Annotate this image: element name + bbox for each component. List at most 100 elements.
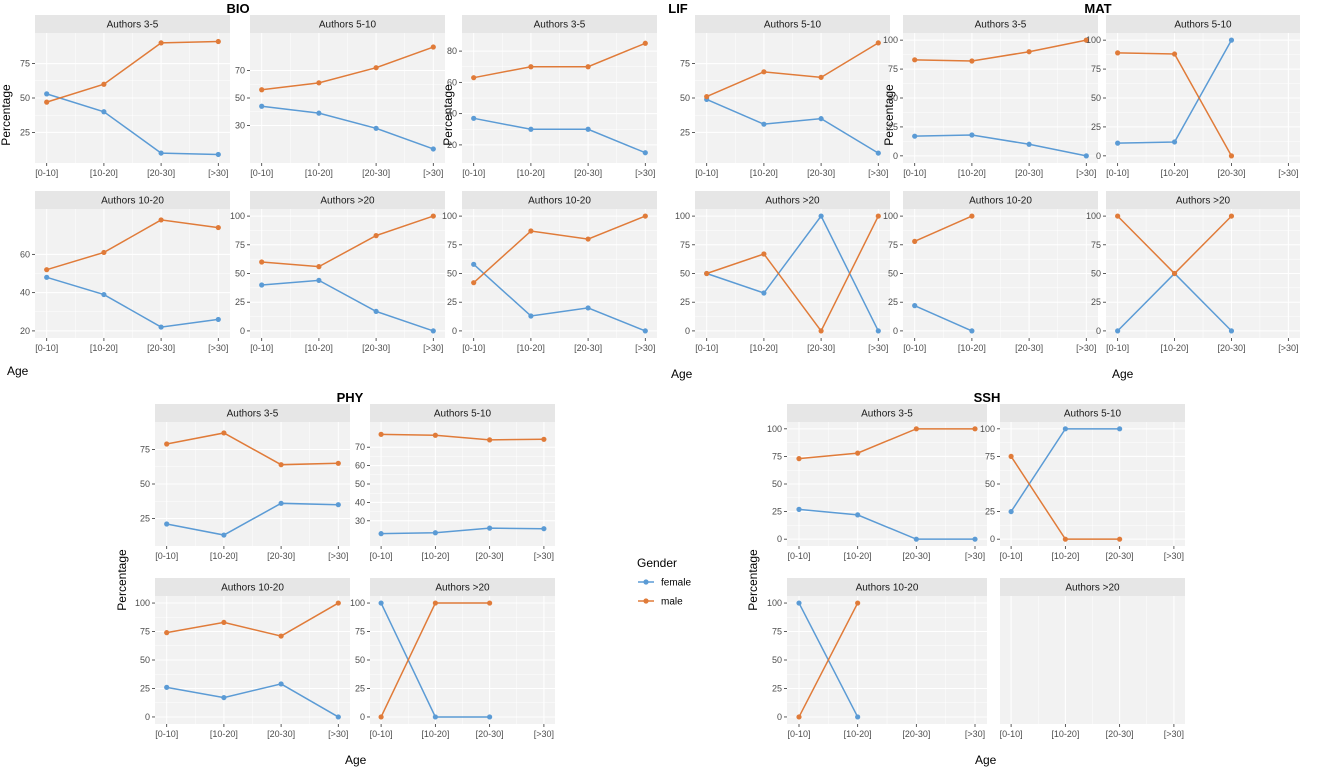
y-tick-label: 75: [140, 445, 150, 455]
data-point-female: [471, 261, 477, 267]
series-line-male: [914, 215, 973, 243]
facet-strip: [1106, 191, 1300, 209]
facet-panel: Authors 5-10 0 25 50 75 100 [0-10] [10-20] [20-3…: [980, 404, 1185, 561]
data-point-male: [818, 74, 824, 80]
x-tick-label: [>30]: [635, 343, 655, 353]
facet-panel: Authors 3-5 25 50 75 [0-10] [10-20] [20-30] [>3…: [20, 15, 230, 178]
x-tick-label: [0-10]: [695, 343, 718, 353]
data-point-female: [642, 150, 648, 156]
data-point-female: [969, 132, 975, 138]
x-tick-label: [20-30]: [1217, 168, 1245, 178]
data-point-male: [796, 456, 802, 462]
chart-phy: PHY Percentage Age Authors 3-5 25 50 75 [0-10] […: [115, 390, 555, 767]
series-line-female: [914, 134, 1087, 157]
y-tick-label: 75: [1091, 64, 1101, 74]
data-point-female: [215, 316, 221, 323]
data-point-female: [101, 291, 107, 298]
data-point-female: [44, 91, 50, 97]
x-tick-label: [0-10]: [35, 168, 58, 178]
x-tick-label: [10-20]: [1051, 551, 1079, 561]
y-tick-label: 100: [442, 211, 457, 221]
y-tick-label: 75: [235, 240, 245, 250]
x-tick-label: [>30]: [534, 729, 554, 739]
x-tick-label: [>30]: [423, 168, 443, 178]
y-tick-label: 75: [140, 627, 150, 637]
y-tick-label: 100: [980, 424, 995, 434]
facet-strip: [695, 191, 890, 209]
data-point-male: [1026, 49, 1032, 55]
y-tick-label: 50: [772, 479, 782, 489]
data-point-male: [430, 44, 436, 50]
y-tick-label: 0: [240, 326, 245, 336]
data-point-female: [1228, 37, 1235, 43]
data-point-male: [378, 431, 384, 437]
x-tick-label: [10-20]: [305, 168, 333, 178]
data-point-female: [335, 502, 341, 508]
data-point-female: [221, 532, 227, 538]
facet-strip: [35, 191, 230, 209]
x-tick-label: [>30]: [635, 168, 655, 178]
facet-title: Authors 3-5: [534, 20, 586, 31]
x-tick-label: [10-20]: [517, 168, 545, 178]
data-point-male: [528, 228, 534, 234]
series-line-female: [706, 98, 879, 154]
facet-strip: [695, 15, 890, 33]
facet-panel: Authors >20 [0-10] [10-20] [20-30] [>30]: [1000, 578, 1185, 739]
x-tick-label: [0-10]: [462, 343, 485, 353]
data-point-female: [1062, 426, 1068, 432]
y-axis-label: Percentage: [746, 549, 760, 611]
data-point-male: [471, 280, 477, 286]
x-tick-label: [0-10]: [155, 729, 178, 739]
facet-panel: Authors 3-5 0 25 50 75 100 [0-10] [10-20] [20-30…: [883, 15, 1098, 178]
facet-strip: [903, 15, 1098, 33]
x-tick-label: [0-10]: [35, 343, 58, 353]
facet-title: Authors 3-5: [227, 409, 279, 420]
y-tick-label: 100: [883, 35, 898, 45]
series-line-male: [706, 215, 879, 333]
data-point-male: [164, 441, 170, 447]
data-point-male: [44, 99, 50, 105]
y-tick-label: 100: [767, 598, 782, 608]
series-line-female: [261, 105, 434, 150]
legend-label: male: [661, 597, 683, 608]
legend-key-point: [643, 598, 649, 604]
legend: Gender female male: [637, 556, 691, 608]
series-line-male: [473, 42, 646, 79]
y-tick-label: 30: [355, 516, 365, 526]
facet-title: Authors 10-20: [221, 583, 284, 594]
y-tick-label: 25: [772, 507, 782, 517]
data-point-male: [101, 81, 107, 87]
data-point-male: [796, 714, 802, 720]
data-point-male: [642, 213, 648, 219]
data-point-male: [1228, 153, 1235, 159]
y-tick-label: 40: [20, 288, 30, 298]
y-tick-label: 40: [447, 109, 457, 119]
y-tick-label: 75: [772, 627, 782, 637]
y-tick-label: 50: [888, 269, 898, 279]
data-point-female: [278, 681, 284, 687]
data-point-male: [471, 75, 477, 81]
x-tick-label: [0-10]: [250, 168, 273, 178]
y-tick-label: 0: [893, 326, 898, 336]
facet-strip: [250, 15, 445, 33]
x-tick-label: [10-20]: [1051, 729, 1079, 739]
y-tick-label: 0: [777, 534, 782, 544]
x-tick-label: [>30]: [1278, 168, 1298, 178]
data-point-female: [1008, 508, 1014, 515]
series-line-male: [166, 602, 339, 637]
facet-panel: Authors 5-10 0 25 50 75 100 [0-10] [10-20] [20-3…: [1086, 15, 1300, 178]
data-point-male: [969, 213, 975, 219]
data-point-male: [221, 430, 227, 436]
y-tick-label: 60: [355, 461, 365, 471]
data-point-female: [875, 328, 881, 334]
y-tick-label: 75: [772, 451, 782, 461]
facet-title: Authors 5-10: [1174, 20, 1232, 31]
data-point-male: [221, 619, 227, 626]
y-tick-label: 80: [447, 46, 457, 56]
y-tick-label: 25: [1091, 122, 1101, 132]
x-tick-label: [10-20]: [844, 729, 872, 739]
y-tick-label: 70: [235, 65, 245, 75]
facet-strip: [1000, 404, 1185, 422]
data-point-female: [316, 110, 322, 116]
